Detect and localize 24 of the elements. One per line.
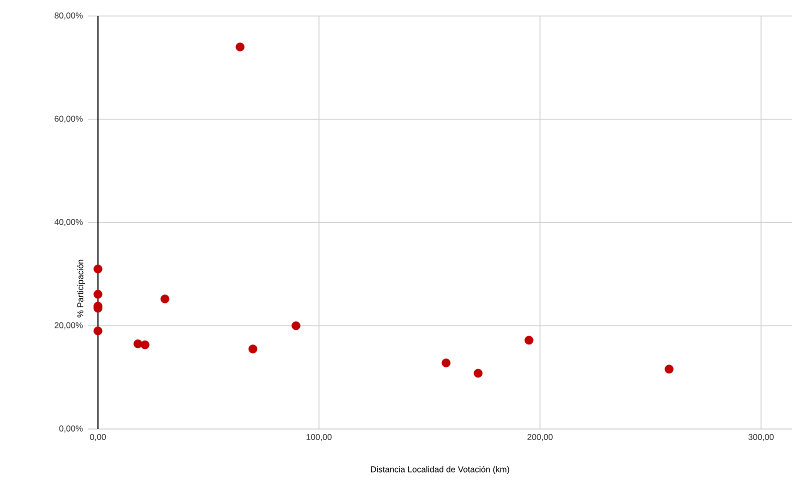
point (94, 264, 102, 274)
x-tick-label: 300,00 (748, 434, 774, 442)
point (140, 340, 150, 350)
y-tick-label: 0,00% (59, 426, 83, 432)
point (664, 364, 674, 374)
y-tick-label: 20,00% (54, 322, 83, 330)
point (524, 336, 534, 345)
x-tick-label: 200,00 (527, 434, 553, 442)
point (442, 358, 450, 368)
y-tick-label: 60,00% (54, 116, 83, 123)
point (292, 321, 300, 330)
y-axis-title: % Participación (76, 260, 85, 318)
y-tick-label: 80,00% (54, 12, 83, 20)
point (94, 290, 102, 299)
point (134, 339, 142, 348)
x-tick-label: 100,00 (306, 434, 332, 442)
point (94, 326, 102, 336)
point (160, 294, 170, 304)
x-axis-title: Distancia Localidad de Votación (km) (371, 466, 510, 474)
y-tick-label: 40,00% (54, 219, 83, 226)
point (236, 42, 244, 52)
point (248, 344, 258, 354)
x-tick-label: 0,00 (90, 434, 106, 442)
point (474, 368, 483, 378)
